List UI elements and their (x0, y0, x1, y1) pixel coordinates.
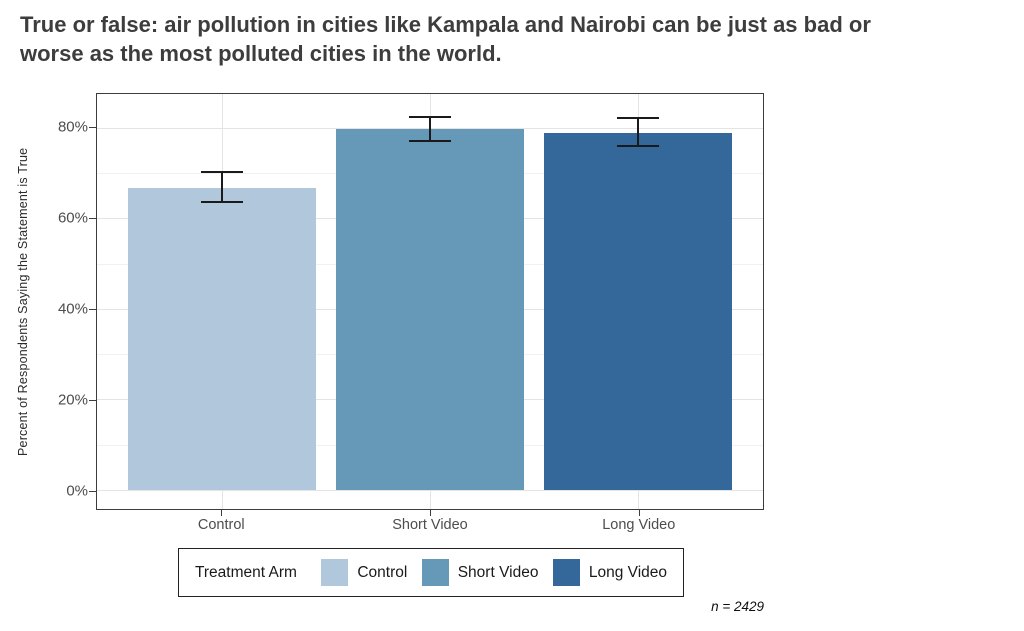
y-tick-label-80: 80% (57, 118, 88, 136)
y-tick-mark-20 (89, 399, 96, 401)
legend-item-short-video: Short Video (421, 559, 539, 586)
error-bar-long-video (637, 117, 640, 146)
x-tick-label-long-video: Long Video (602, 517, 676, 533)
chart-title: True or false: air pollution in cities l… (20, 12, 871, 67)
y-tick-mark-0 (89, 490, 96, 492)
plot-panel (96, 93, 764, 510)
error-bar-cap-top-control (200, 171, 243, 174)
legend-item-long-video: Long Video (552, 559, 667, 586)
y-tick-mark-40 (89, 309, 96, 310)
sample-size-note: n = 2429 (711, 599, 764, 614)
x-tick-mark-short-video (430, 510, 431, 516)
y-tick-label-40: 40% (57, 300, 88, 318)
x-tick-mark-control (221, 510, 223, 516)
legend-label-short-video: Short Video (457, 563, 539, 581)
legend-swatch-short-video (421, 559, 449, 586)
error-bar-cap-bottom-short-video (409, 140, 451, 143)
y-tick-mark-60 (89, 218, 96, 220)
legend-swatch-control (321, 559, 349, 586)
error-bar-cap-top-long-video (617, 116, 660, 119)
bar-short-video (336, 128, 524, 490)
x-tick-label-short-video: Short Video (392, 517, 468, 533)
error-bar-cap-bottom-control (200, 201, 243, 204)
y-tick-label-20: 20% (57, 391, 88, 409)
y-tick-mark-80 (89, 127, 96, 129)
legend-label-long-video: Long Video (588, 563, 667, 581)
y-axis-title: Percent of Respondents Saying the Statem… (16, 147, 30, 456)
legend: Treatment Arm Control Short Video Long Vid… (178, 548, 684, 597)
legend-swatch-long-video (552, 559, 580, 586)
error-bar-cap-bottom-long-video (617, 144, 660, 147)
x-tick-mark-long-video (638, 510, 640, 516)
error-bar-control (220, 172, 223, 203)
legend-title: Treatment Arm (195, 563, 297, 581)
y-tick-label-60: 60% (57, 209, 88, 227)
y-tick-label-0: 0% (66, 482, 88, 500)
legend-label-control: Control (357, 563, 408, 581)
error-bar-cap-top-short-video (409, 115, 451, 118)
error-bar-short-video (429, 116, 431, 142)
bar-long-video (544, 132, 732, 490)
x-tick-label-control: Control (197, 517, 245, 533)
bar-control (128, 187, 316, 490)
legend-item-control: Control (321, 559, 407, 586)
